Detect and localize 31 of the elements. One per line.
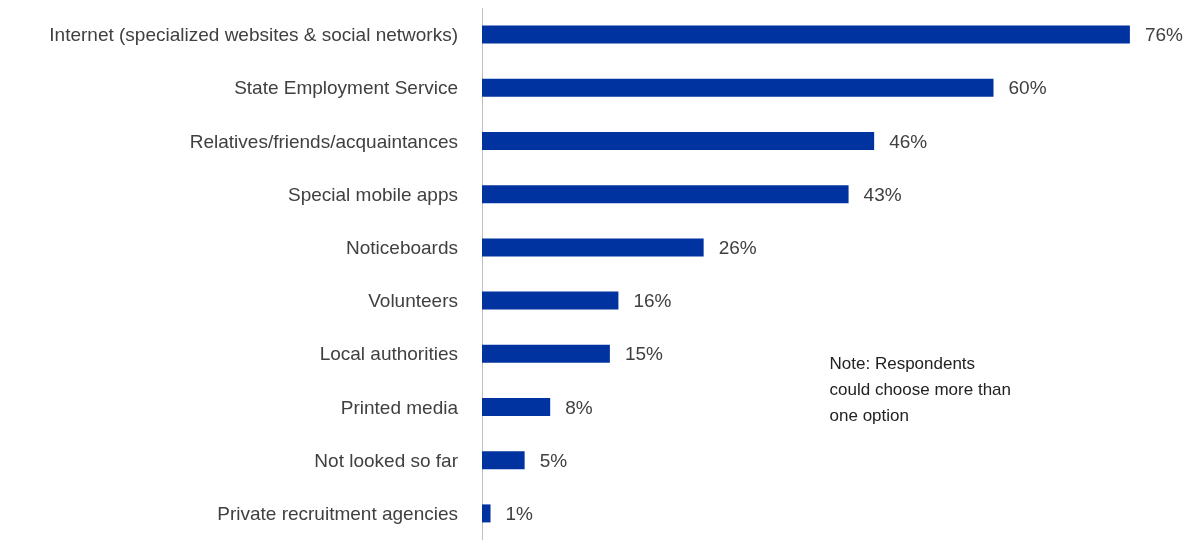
y-tick-label: Volunteers <box>368 290 458 312</box>
bar <box>482 291 619 310</box>
y-tick-label: Printed media <box>340 396 459 418</box>
data-label: 1% <box>505 502 534 524</box>
bar <box>482 451 525 470</box>
y-tick-label: Special mobile apps <box>287 183 458 205</box>
data-label: 76% <box>1144 24 1184 46</box>
data-label: 5% <box>539 449 568 471</box>
y-tick-label: Relatives/friends/acquaintances <box>189 130 458 152</box>
y-tick-label: State Employment Service <box>234 77 458 99</box>
y-tick-label: Internet (specialized websites & social networks) <box>49 24 458 46</box>
bar <box>482 344 610 363</box>
bar <box>482 185 849 204</box>
bar <box>482 78 994 97</box>
data-label: 15% <box>624 343 664 365</box>
bar <box>482 398 551 416</box>
bar <box>482 132 875 150</box>
data-label: 43% <box>863 183 902 205</box>
data-label: 16% <box>633 290 672 312</box>
bar <box>482 504 491 523</box>
data-label: 60% <box>1008 77 1047 99</box>
y-tick-label: Private recruitment agencies <box>217 502 458 524</box>
bar <box>482 25 1130 44</box>
bar <box>482 238 704 257</box>
data-label: 46% <box>889 130 928 152</box>
y-tick-label: Noticeboards <box>346 236 458 258</box>
y-tick-label: Local authorities <box>319 343 458 365</box>
data-label: 26% <box>718 236 757 258</box>
annotation: Note: Respondents could choose more than one option <box>829 353 1012 425</box>
data-label: 8% <box>565 396 593 418</box>
y-tick-label: Not looked so far <box>314 449 459 471</box>
